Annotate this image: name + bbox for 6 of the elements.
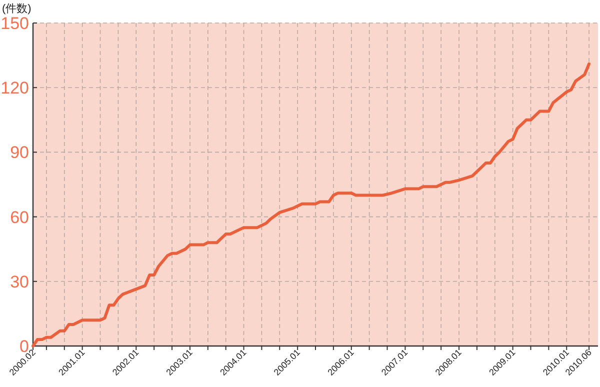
y-axis-title: (件数) xyxy=(2,3,32,15)
y-tick-label: 90 xyxy=(10,143,29,162)
y-tick-label: 120 xyxy=(0,78,29,98)
y-tick-label: 150 xyxy=(0,14,29,33)
y-tick-label: 30 xyxy=(10,272,29,292)
y-tick-label: 60 xyxy=(10,208,29,227)
